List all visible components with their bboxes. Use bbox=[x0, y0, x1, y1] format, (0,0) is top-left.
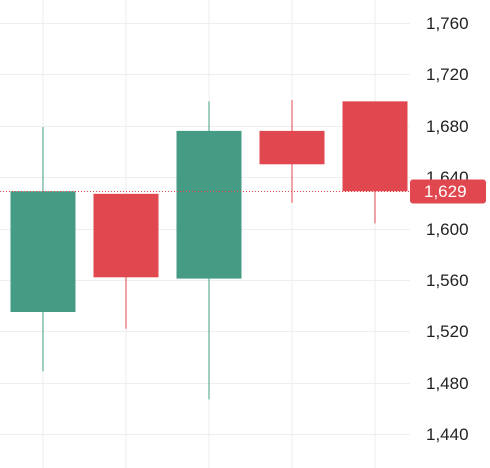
last-price-badge-bg bbox=[410, 179, 486, 204]
y-tick-label: 1,560 bbox=[426, 271, 469, 290]
grid bbox=[0, 0, 410, 468]
last-price-label: 1,629 bbox=[424, 182, 467, 201]
candle-body bbox=[93, 193, 159, 278]
y-tick-label: 1,720 bbox=[426, 65, 469, 84]
last-price-badge: 1,629 bbox=[410, 179, 486, 204]
candle-body bbox=[176, 130, 242, 279]
y-tick-label: 1,680 bbox=[426, 117, 469, 136]
y-tick-label: 1,520 bbox=[426, 322, 469, 341]
y-tick-label: 1,480 bbox=[426, 374, 469, 393]
price-axis: 1,4401,4801,5201,5601,6001,6401,6801,720… bbox=[426, 14, 469, 444]
candles bbox=[10, 100, 408, 400]
candle-body bbox=[342, 101, 408, 192]
candle-body bbox=[259, 130, 325, 165]
y-tick-label: 1,600 bbox=[426, 220, 469, 239]
y-tick-label: 1,760 bbox=[426, 14, 469, 33]
y-tick-label: 1,440 bbox=[426, 425, 469, 444]
candle-body bbox=[10, 191, 76, 312]
